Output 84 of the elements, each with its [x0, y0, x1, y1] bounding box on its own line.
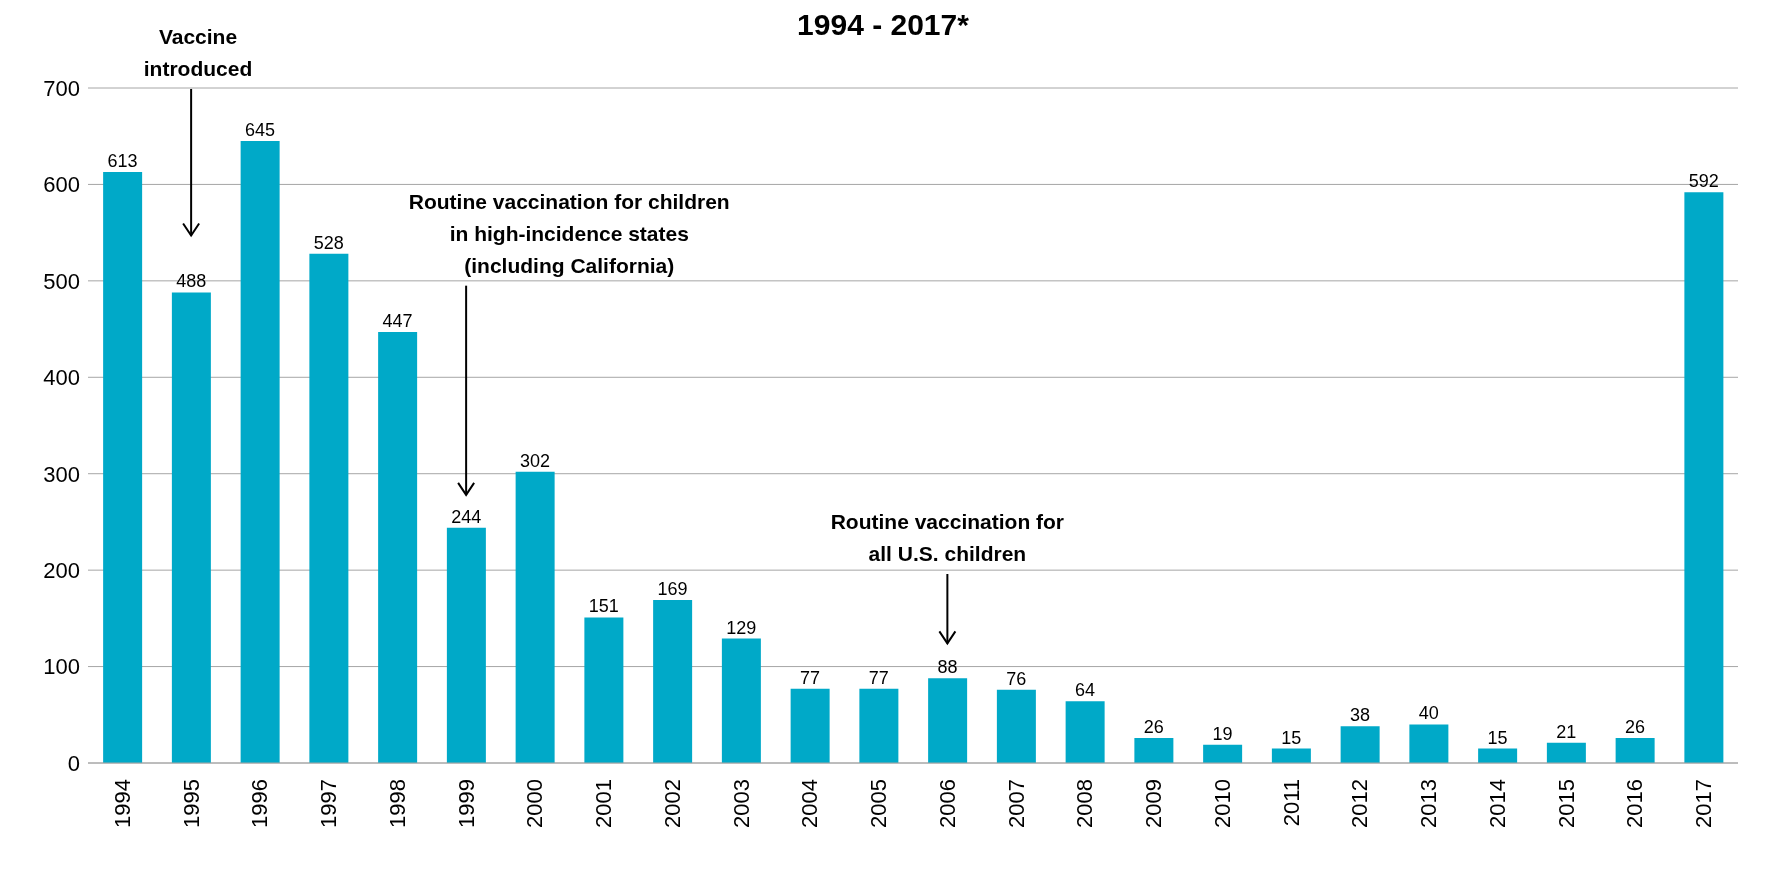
- bar: [1271, 748, 1311, 763]
- x-tick-label: 2007: [1003, 779, 1029, 828]
- data-label: 40: [1418, 703, 1439, 724]
- bar: [378, 331, 418, 763]
- data-label: 64: [1075, 680, 1096, 701]
- x-tick-label: 2014: [1484, 779, 1510, 828]
- data-label: 26: [1143, 716, 1164, 737]
- annotation: Routine vaccination for children in high-incidence states (including California): [407, 188, 731, 279]
- x-tick-label: 2016: [1622, 779, 1648, 828]
- data-label: 151: [588, 596, 619, 617]
- bar: [1134, 737, 1174, 763]
- bar: [1684, 192, 1724, 763]
- data-label: 488: [176, 271, 207, 292]
- bar: [996, 689, 1036, 763]
- bar: [1478, 748, 1518, 763]
- data-label: 15: [1487, 727, 1508, 748]
- bar: [103, 171, 143, 763]
- data-label: 77: [868, 667, 889, 688]
- data-label: 76: [1006, 668, 1027, 689]
- data-label: 38: [1350, 705, 1371, 726]
- x-tick-label: 1996: [247, 779, 273, 828]
- data-label: 244: [451, 506, 482, 527]
- x-tick-label: 2011: [1278, 779, 1304, 827]
- bar: [1546, 742, 1586, 763]
- annotation: Routine vaccination for all U.S. children: [829, 509, 1066, 567]
- y-tick-label: 300: [43, 461, 80, 487]
- y-tick-label: 100: [43, 654, 80, 680]
- x-tick-label: 2003: [728, 779, 754, 828]
- data-label: 302: [520, 450, 551, 471]
- y-tick-label: 500: [43, 268, 80, 294]
- x-tick-label: 2001: [591, 779, 617, 828]
- bar: [1340, 726, 1380, 763]
- data-label: 169: [657, 579, 688, 600]
- data-label: 447: [382, 310, 413, 331]
- bar: [653, 600, 693, 763]
- data-label: 26: [1625, 716, 1646, 737]
- y-tick-label: 0: [67, 750, 80, 776]
- x-tick-label: 2005: [866, 779, 892, 828]
- data-label: 21: [1556, 721, 1577, 742]
- bar: [446, 527, 486, 763]
- y-tick-label: 200: [43, 557, 80, 583]
- x-tick-label: 2013: [1416, 779, 1442, 828]
- chart-title: 1994 - 2017*: [797, 8, 969, 41]
- x-tick-label: 1999: [453, 779, 479, 828]
- bar: [1065, 701, 1105, 763]
- y-tick-label: 600: [43, 172, 80, 198]
- bar: [240, 141, 280, 763]
- data-label: 19: [1212, 723, 1233, 744]
- y-tick-label: 700: [43, 75, 80, 101]
- bar: [1409, 724, 1449, 763]
- data-label: 645: [245, 120, 276, 141]
- bar: [1615, 737, 1655, 763]
- data-label: 15: [1281, 727, 1302, 748]
- bar: [721, 638, 761, 763]
- data-label: 129: [726, 617, 757, 638]
- x-tick-label: 2006: [934, 779, 960, 828]
- x-tick-label: 1998: [384, 779, 410, 828]
- text: Vaccine introduced: [142, 23, 254, 82]
- bar: [171, 292, 211, 763]
- bar: [515, 471, 555, 763]
- x-tick-label: 2017: [1691, 779, 1717, 828]
- x-tick-label: 1994: [109, 779, 135, 828]
- bar: [309, 253, 349, 763]
- bar: [1203, 744, 1243, 763]
- data-label: 613: [107, 150, 138, 171]
- x-tick-label: 2009: [1141, 779, 1167, 828]
- x-tick-label: 2015: [1553, 779, 1579, 828]
- data-label: 528: [313, 232, 344, 253]
- data-label: 592: [1688, 171, 1719, 192]
- bar: [928, 678, 968, 763]
- data-label: 88: [937, 657, 958, 678]
- x-tick-label: 2008: [1072, 779, 1098, 828]
- bar: [790, 688, 830, 763]
- x-tick-label: 2000: [522, 779, 548, 828]
- data-label: 77: [800, 667, 821, 688]
- bar: [584, 617, 624, 763]
- x-tick-label: 2010: [1209, 779, 1235, 828]
- y-tick-label: 400: [43, 365, 80, 391]
- x-tick-label: 1997: [316, 779, 342, 828]
- x-tick-label: 2002: [659, 779, 685, 828]
- bar: [859, 688, 899, 763]
- x-tick-label: 1995: [178, 779, 204, 828]
- x-tick-label: 2004: [797, 779, 823, 828]
- x-tick-label: 2012: [1347, 779, 1373, 828]
